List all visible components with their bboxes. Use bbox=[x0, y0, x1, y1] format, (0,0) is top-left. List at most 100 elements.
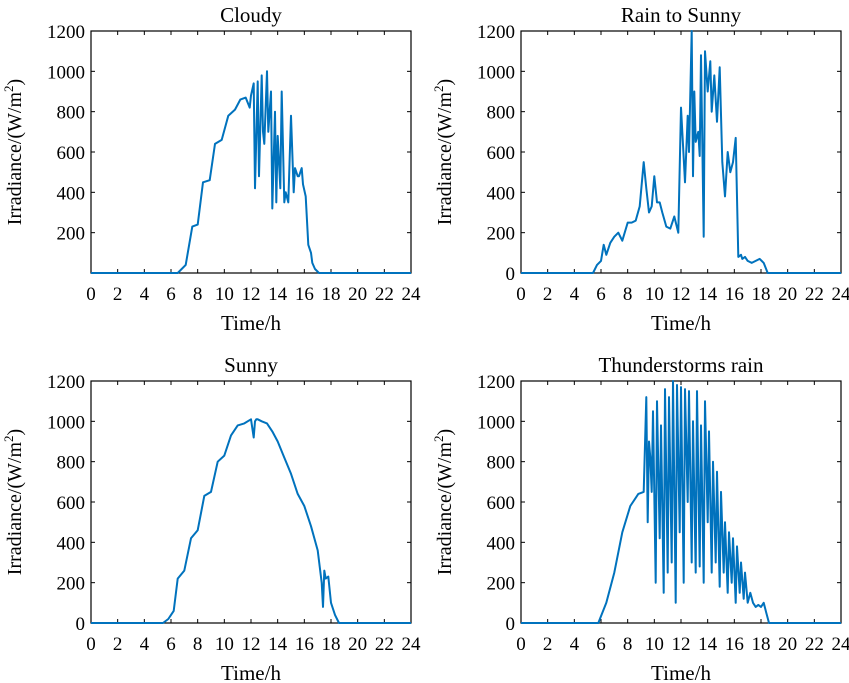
y-tick-label: 400 bbox=[57, 533, 86, 554]
x-tick-label: 10 bbox=[645, 634, 664, 655]
x-tick-label: 22 bbox=[375, 634, 394, 655]
chart-panel-2: 0 2 4 6 8 10 12 14 16 18 20 22 240200400600800100012… bbox=[1, 353, 421, 683]
y-tick-label: 1000 bbox=[47, 412, 85, 433]
x-tick-label: 10 bbox=[215, 634, 234, 655]
x-tick-label: 12 bbox=[672, 284, 691, 305]
x-axis-label: Time/h bbox=[651, 661, 711, 683]
axes-frame bbox=[90, 30, 412, 274]
y-tick-label: 1000 bbox=[477, 62, 515, 83]
chart-title: Sunny bbox=[224, 353, 278, 377]
x-tick-label: 8 bbox=[623, 634, 633, 655]
x-tick-label: 4 bbox=[140, 634, 150, 655]
x-axis-label: Time/h bbox=[651, 311, 711, 335]
chart-title: Rain to Sunny bbox=[621, 3, 742, 27]
x-tick-label: 4 bbox=[570, 634, 580, 655]
x-tick-label: 20 bbox=[778, 284, 797, 305]
x-axis-label: Time/h bbox=[221, 661, 281, 683]
x-tick-label: 16 bbox=[295, 634, 314, 655]
x-tick-label: 16 bbox=[725, 284, 744, 305]
x-tick-label: 16 bbox=[725, 634, 744, 655]
x-tick-label: 22 bbox=[805, 284, 824, 305]
y-tick-label: 1200 bbox=[47, 22, 85, 43]
x-tick-label: 14 bbox=[698, 284, 718, 305]
chart-title: Cloudy bbox=[220, 3, 282, 27]
y-tick-label: 1000 bbox=[477, 412, 515, 433]
axes-frame bbox=[90, 380, 412, 624]
y-tick-label: 1200 bbox=[47, 372, 85, 393]
y-tick-label: 400 bbox=[487, 533, 516, 554]
x-tick-label: 0 bbox=[516, 634, 526, 655]
chart-panel-3: 0 2 4 6 8 10 12 14 16 18 20 22 240200400600800100012… bbox=[431, 353, 849, 683]
x-tick-label: 6 bbox=[166, 284, 176, 305]
y-tick-label: 800 bbox=[487, 453, 516, 474]
x-tick-label: 14 bbox=[268, 634, 288, 655]
x-tick-label: 8 bbox=[623, 284, 633, 305]
y-tick-label: 600 bbox=[57, 493, 86, 514]
series-line bbox=[91, 70, 411, 274]
x-tick-label: 2 bbox=[113, 634, 123, 655]
x-tick-label: 6 bbox=[596, 634, 606, 655]
y-tick-label: 0 bbox=[506, 614, 516, 635]
x-tick-label: 0 bbox=[86, 284, 96, 305]
x-axis-label: Time/h bbox=[221, 311, 281, 335]
x-tick-label: 20 bbox=[348, 284, 367, 305]
x-tick-label: 24 bbox=[402, 634, 422, 655]
y-axis-label: Irradiance/(W/m2) bbox=[431, 79, 456, 225]
y-axis-label: Irradiance/(W/m2) bbox=[1, 79, 26, 225]
series-line bbox=[521, 380, 841, 624]
y-axis-label: Irradiance/(W/m2) bbox=[1, 429, 26, 575]
chart-panel-0: 0 2 4 6 8 10 12 14 16 18 20 22 242004006008001000120… bbox=[1, 3, 421, 335]
y-tick-label: 1200 bbox=[477, 22, 515, 43]
x-tick-label: 8 bbox=[193, 634, 203, 655]
y-tick-label: 600 bbox=[487, 143, 516, 164]
y-tick-label: 200 bbox=[487, 574, 516, 595]
y-tick-label: 0 bbox=[506, 264, 516, 285]
series-line bbox=[91, 418, 411, 624]
x-tick-label: 22 bbox=[805, 634, 824, 655]
y-tick-label: 800 bbox=[57, 103, 86, 124]
x-tick-label: 4 bbox=[570, 284, 580, 305]
y-tick-label: 200 bbox=[57, 574, 86, 595]
series-line bbox=[521, 30, 841, 274]
chart-panel-1: 0 2 4 6 8 10 12 14 16 18 20 22 240200400600800100012… bbox=[431, 3, 849, 335]
y-tick-label: 1200 bbox=[477, 372, 515, 393]
x-tick-label: 2 bbox=[543, 634, 553, 655]
x-tick-label: 12 bbox=[242, 634, 261, 655]
x-tick-label: 14 bbox=[698, 634, 718, 655]
x-tick-label: 22 bbox=[375, 284, 394, 305]
x-tick-label: 18 bbox=[322, 634, 341, 655]
y-tick-label: 800 bbox=[57, 453, 86, 474]
x-tick-label: 16 bbox=[295, 284, 314, 305]
y-tick-label: 1000 bbox=[47, 62, 85, 83]
y-tick-label: 800 bbox=[487, 103, 516, 124]
x-tick-label: 24 bbox=[402, 284, 422, 305]
y-tick-label: 200 bbox=[57, 224, 86, 245]
x-tick-label: 0 bbox=[86, 634, 96, 655]
y-axis-label: Irradiance/(W/m2) bbox=[431, 429, 456, 575]
chart-title: Thunderstorms rain bbox=[598, 353, 764, 377]
x-tick-label: 2 bbox=[543, 284, 553, 305]
x-tick-label: 6 bbox=[596, 284, 606, 305]
x-tick-label: 20 bbox=[348, 634, 367, 655]
x-tick-label: 20 bbox=[778, 634, 797, 655]
x-tick-label: 12 bbox=[242, 284, 261, 305]
x-tick-label: 4 bbox=[140, 284, 150, 305]
x-tick-label: 18 bbox=[752, 634, 771, 655]
y-tick-label: 600 bbox=[57, 143, 86, 164]
x-tick-label: 14 bbox=[268, 284, 288, 305]
y-tick-label: 0 bbox=[76, 614, 86, 635]
x-tick-label: 10 bbox=[215, 284, 234, 305]
x-tick-label: 24 bbox=[832, 634, 849, 655]
y-tick-label: 600 bbox=[487, 493, 516, 514]
y-tick-label: 200 bbox=[487, 224, 516, 245]
x-tick-label: 12 bbox=[672, 634, 691, 655]
y-tick-label: 400 bbox=[57, 183, 86, 204]
x-tick-label: 10 bbox=[645, 284, 664, 305]
x-tick-label: 0 bbox=[516, 284, 526, 305]
x-tick-label: 6 bbox=[166, 634, 176, 655]
x-tick-label: 18 bbox=[752, 284, 771, 305]
x-tick-label: 24 bbox=[832, 284, 849, 305]
x-tick-label: 8 bbox=[193, 284, 203, 305]
y-tick-label: 400 bbox=[487, 183, 516, 204]
